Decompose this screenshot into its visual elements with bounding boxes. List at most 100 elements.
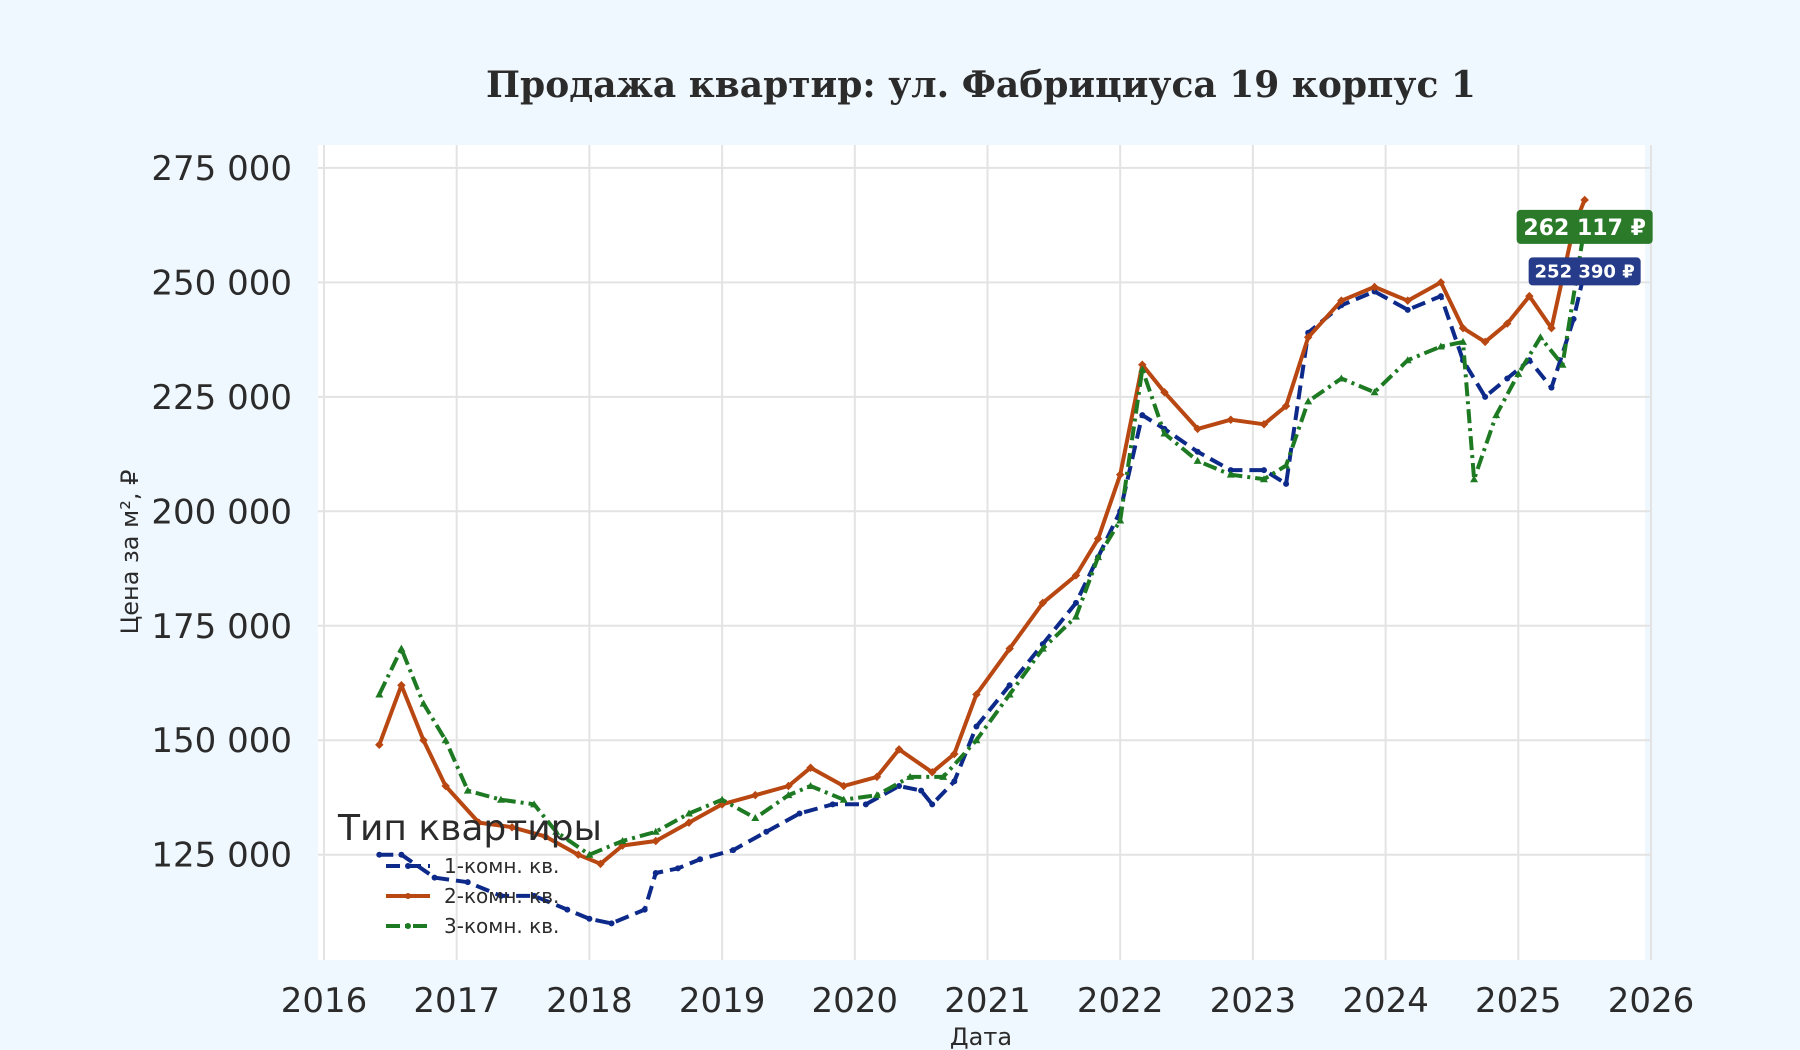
series-1-point (1404, 306, 1411, 313)
series-1-point (1548, 384, 1555, 391)
series-2-point (1502, 319, 1512, 328)
price-badge-label: 262 117 ₽ (1523, 216, 1645, 241)
series-2-point (872, 772, 882, 782)
series-2-point (397, 681, 406, 690)
series-3-point (1226, 470, 1235, 478)
series-3-point (718, 795, 727, 803)
y-tick-label: 275 000 (151, 149, 292, 189)
series-1-point (1482, 393, 1489, 400)
series-2-point (1547, 323, 1556, 333)
y-tick-label: 175 000 (151, 607, 292, 647)
series-3-point (552, 827, 561, 835)
legend-label: 2-комн. кв. (444, 884, 559, 908)
series-1-line (379, 270, 1587, 926)
series-2-point (540, 832, 550, 841)
series-3-point (1536, 333, 1545, 341)
x-tick-label: 2018 (546, 981, 633, 1021)
series-2-point (375, 740, 384, 750)
series-1-point (1371, 288, 1378, 295)
series-1-point (973, 723, 980, 730)
series-1-point (1006, 682, 1013, 689)
series-1-point (1570, 315, 1577, 322)
series-2-point (1160, 388, 1169, 397)
series-2-point (1436, 278, 1446, 287)
series-2-point (474, 818, 484, 827)
series-2-point (1281, 401, 1291, 411)
series-1-point (608, 920, 615, 927)
series-1-point (652, 870, 659, 877)
series-2-point (1038, 598, 1048, 608)
series-2-point (751, 790, 760, 800)
series-1-point (431, 874, 438, 881)
series-1-point (497, 892, 504, 899)
series-1-point (1194, 448, 1201, 455)
price-badge-box (1516, 209, 1653, 244)
grid (318, 145, 1652, 960)
series-2 (375, 195, 1589, 869)
series-1-point (1260, 467, 1267, 474)
legend-marker (405, 893, 411, 899)
series-3-point (419, 699, 428, 707)
series-3-point (463, 786, 472, 794)
series-2-point (1458, 323, 1468, 333)
series-2-point (839, 781, 848, 791)
series-2-point (507, 822, 517, 832)
series-2-point (596, 859, 605, 869)
series-3-point (1403, 356, 1412, 364)
series-1-point (376, 851, 383, 858)
y-tick-label: 150 000 (151, 721, 292, 761)
series-1-point (464, 879, 471, 886)
series-2-point (1303, 333, 1313, 342)
series-3-point (651, 827, 660, 835)
x-tick-label: 2023 (1210, 981, 1297, 1021)
series-2-point (419, 735, 428, 745)
series-3-point (872, 791, 881, 799)
series-1-point (796, 810, 803, 817)
series-1-point (896, 783, 903, 790)
series-3-point (1558, 360, 1567, 368)
annotations: 262 117 ₽ 252 390 ₽ (1516, 209, 1653, 286)
series-2-point (784, 781, 793, 791)
x-tick-label: 2024 (1342, 981, 1429, 1021)
series-3-point (1337, 374, 1346, 382)
series-2-point (1193, 424, 1202, 434)
series-3-point (397, 644, 406, 652)
legend-marker (405, 923, 411, 929)
series-3-point (585, 850, 594, 858)
series-2-point (1337, 296, 1346, 305)
series-3-point (751, 814, 760, 822)
legend-item: 3-комн. кв. (386, 914, 559, 938)
series-2-point (1480, 337, 1490, 347)
series-3-point (839, 795, 848, 803)
series-1-point (1504, 375, 1511, 382)
series-3-point (441, 736, 450, 744)
series-3-point (784, 791, 793, 799)
series-1-point (398, 851, 405, 858)
series-3-point (972, 736, 981, 744)
series-3-point (1304, 397, 1313, 405)
series-3-point (530, 800, 539, 808)
series-2-point (950, 749, 959, 759)
price-badge-box (1528, 257, 1641, 286)
y-tick-label: 125 000 (151, 836, 292, 876)
legend: Тип квартиры 1-комн. кв. 2-комн. кв. 3-ком… (337, 808, 602, 938)
series-1-point (641, 906, 648, 913)
series-2-point (684, 818, 694, 827)
series-3-point (1193, 456, 1202, 464)
series-3-point (1094, 553, 1103, 561)
series-2-point (806, 763, 815, 772)
series-1-point (862, 801, 869, 808)
series-3-point (1492, 411, 1501, 419)
series-1-point (763, 828, 770, 835)
series-3-point (906, 772, 915, 780)
chart-title: Продажа квартир: ул. Фабрициуса 19 корпу… (486, 64, 1476, 106)
legend-item: 1-комн. кв. (386, 854, 559, 878)
series-3-point (806, 782, 815, 790)
x-tick-label: 2025 (1475, 981, 1562, 1021)
series-3-point (684, 809, 693, 817)
series-3-line (377, 226, 1587, 857)
series-3-point (496, 795, 505, 803)
series-2-point (1093, 534, 1103, 544)
series-1-point (1139, 412, 1146, 419)
